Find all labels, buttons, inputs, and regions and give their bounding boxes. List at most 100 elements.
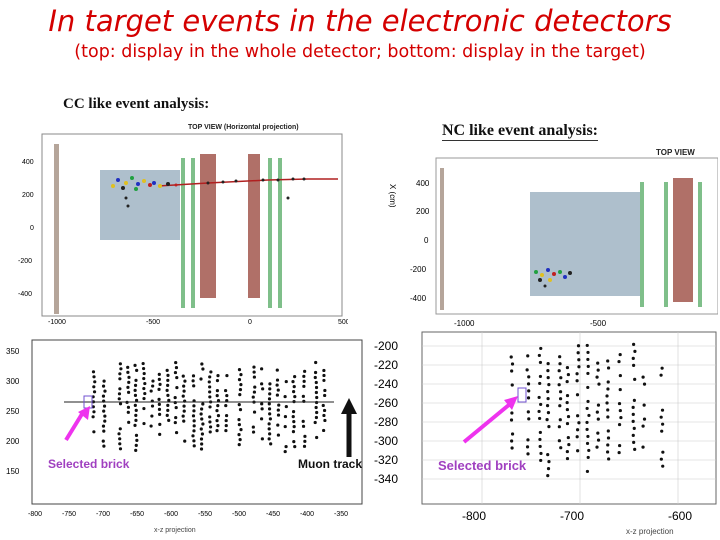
hit-mark xyxy=(224,428,228,433)
hit-mark xyxy=(174,415,178,420)
nc-target-ytick: -340 xyxy=(374,472,398,486)
hit-mark xyxy=(192,404,196,408)
hit-mark xyxy=(631,419,635,423)
cc-target-xtick: -550 xyxy=(198,511,212,518)
hit-mark xyxy=(150,404,155,408)
hit-mark xyxy=(303,434,307,438)
cc-target-ytick: 350 xyxy=(6,347,20,356)
hit-mark xyxy=(539,402,543,407)
hit-mark xyxy=(182,409,186,413)
hit-mark xyxy=(558,362,562,366)
cc-target-panel: Selected brick Muon track 350 300 250 20… xyxy=(4,332,366,538)
hit-mark xyxy=(557,439,561,443)
hit-mark xyxy=(260,367,264,371)
hit-mark xyxy=(661,422,665,426)
hit-mark xyxy=(167,398,171,402)
hit-mark xyxy=(292,385,296,389)
hit-mark xyxy=(252,370,256,374)
cc-target-xtick: -750 xyxy=(62,511,76,518)
hit-mark xyxy=(586,455,590,460)
hit-mark xyxy=(191,374,196,378)
hit-mark xyxy=(302,374,306,378)
hit-mark xyxy=(192,444,196,448)
cc-target-xtick: -500 xyxy=(232,511,246,518)
hit-mark xyxy=(292,440,296,444)
hit-mark xyxy=(133,363,137,367)
nc-ytick: 0 xyxy=(424,236,429,245)
hit-mark xyxy=(585,343,589,348)
hit-mark xyxy=(102,379,106,383)
hit-mark xyxy=(565,421,570,426)
hit-mark xyxy=(292,420,296,424)
hit-mark xyxy=(200,407,204,411)
hit-mark xyxy=(134,443,138,447)
hit-mark xyxy=(586,357,590,362)
hit-mark xyxy=(173,400,177,405)
hit-mark xyxy=(252,375,256,379)
hit-mark xyxy=(142,396,146,401)
hit-mark xyxy=(547,460,551,464)
hit-mark xyxy=(575,372,579,376)
hit-mark xyxy=(538,374,543,379)
nc-target-ytick: -220 xyxy=(374,358,398,372)
hit-mark xyxy=(660,408,665,412)
hit-mark xyxy=(253,385,257,389)
hit-mark xyxy=(174,365,179,370)
hit-mark xyxy=(587,413,591,418)
hit-mark xyxy=(224,423,228,428)
hit-mark xyxy=(103,389,107,393)
hit-mark xyxy=(577,421,581,425)
hit-mark xyxy=(546,369,550,373)
hit-mark xyxy=(192,429,196,433)
hit-mark xyxy=(606,408,610,412)
hit-mark xyxy=(238,388,243,392)
hit-mark xyxy=(182,404,186,408)
hit-mark xyxy=(566,414,571,419)
hit-mark xyxy=(118,442,122,446)
hit-mark xyxy=(267,437,271,441)
hit-mark xyxy=(239,428,243,432)
hit-mark xyxy=(102,409,106,413)
hit-mark xyxy=(127,375,131,379)
hit-mark xyxy=(576,449,580,453)
hit-mark xyxy=(157,402,161,406)
hit-mark xyxy=(301,424,306,428)
hit-mark xyxy=(586,350,590,355)
hit-mark xyxy=(323,418,327,423)
hit-mark xyxy=(291,410,296,414)
hit-mark xyxy=(157,397,161,401)
hit-mark xyxy=(151,384,155,388)
hit-mark xyxy=(173,395,177,400)
hit-mark xyxy=(538,381,542,386)
hit-mark xyxy=(510,439,514,443)
nc-target-ytick: -260 xyxy=(374,396,398,410)
hit-mark xyxy=(314,360,318,365)
hit-mark xyxy=(239,373,243,377)
hit-mark xyxy=(633,377,637,381)
hit-mark xyxy=(576,414,580,418)
hit-mark xyxy=(576,344,581,348)
hit-mark xyxy=(631,412,635,416)
hit-mark xyxy=(606,366,611,370)
hit-mark xyxy=(632,363,636,367)
hit-mark xyxy=(559,446,563,450)
hit-mark xyxy=(293,395,297,399)
slide-title: In target events in the electronic detec… xyxy=(48,4,672,38)
cc-target-xtick: -800 xyxy=(28,511,42,518)
hit-mark xyxy=(268,432,272,436)
hit-mark xyxy=(284,379,288,384)
hit-mark xyxy=(632,342,636,346)
hit-mark xyxy=(166,383,170,387)
hit-mark xyxy=(527,375,531,379)
hit-mark xyxy=(238,408,243,412)
hit-mark xyxy=(322,408,327,413)
nc-target-ytick: -200 xyxy=(374,339,398,353)
hit-mark xyxy=(239,383,243,387)
cc-target-ytick: 300 xyxy=(6,377,20,386)
cc-target-xtick: -700 xyxy=(96,511,110,518)
hit-mark xyxy=(659,415,663,419)
hit-mark xyxy=(158,412,162,416)
hit-mark xyxy=(118,387,122,391)
hit-mark xyxy=(252,390,257,394)
nc-heading: NC like event analysis: xyxy=(442,122,598,141)
